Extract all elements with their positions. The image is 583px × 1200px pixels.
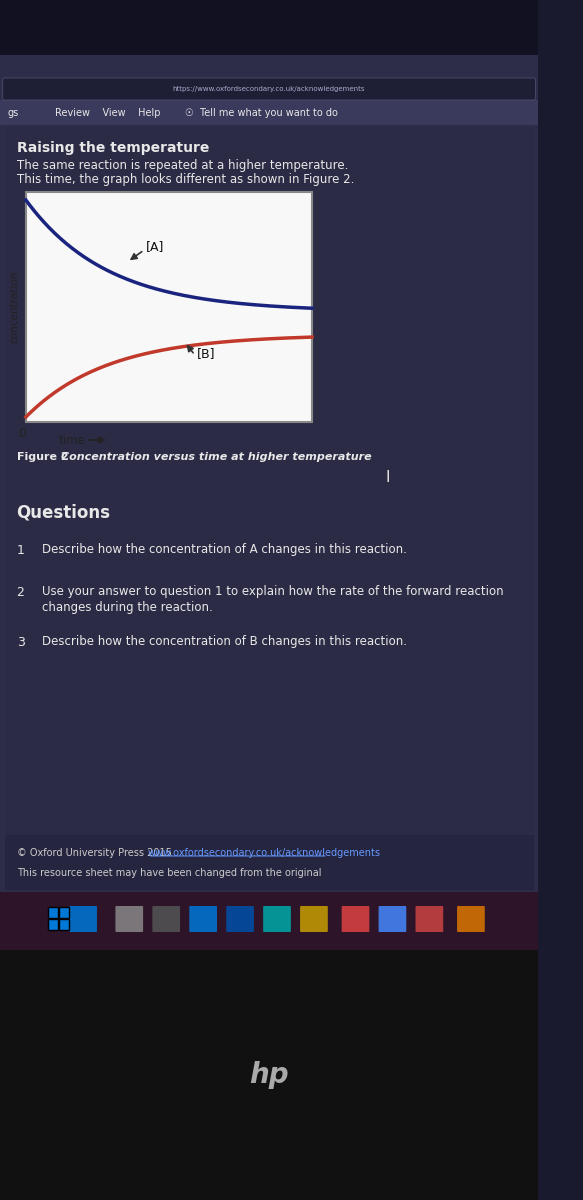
Text: 1: 1 [17,544,24,557]
FancyBboxPatch shape [342,906,370,932]
FancyBboxPatch shape [263,906,291,932]
Text: The same reaction is repeated at a higher temperature.: The same reaction is repeated at a highe… [17,158,348,172]
FancyBboxPatch shape [378,906,406,932]
FancyBboxPatch shape [26,192,312,422]
Text: Review    View    Help: Review View Help [55,108,161,118]
FancyBboxPatch shape [5,127,533,857]
FancyBboxPatch shape [3,78,536,100]
FancyBboxPatch shape [457,906,485,932]
FancyBboxPatch shape [48,907,58,918]
Text: 0: 0 [18,427,26,440]
Text: Concentration versus time at higher temperature: Concentration versus time at higher temp… [61,452,371,462]
FancyBboxPatch shape [48,919,58,930]
Text: changes during the reaction.: changes during the reaction. [41,601,212,614]
Text: Use your answer to question 1 to explain how the rate of the forward reaction: Use your answer to question 1 to explain… [41,586,503,599]
FancyBboxPatch shape [152,906,180,932]
Text: time: time [58,433,85,446]
Text: 2: 2 [17,586,24,599]
FancyBboxPatch shape [69,906,97,932]
Text: ☉  Tell me what you want to do: ☉ Tell me what you want to do [185,108,338,118]
Text: This resource sheet may have been changed from the original: This resource sheet may have been change… [17,868,321,878]
Text: concentration: concentration [10,271,20,343]
FancyBboxPatch shape [115,906,143,932]
Text: gs: gs [8,108,19,118]
FancyBboxPatch shape [416,906,443,932]
Text: Figure 2: Figure 2 [17,452,72,462]
FancyBboxPatch shape [300,906,328,932]
FancyBboxPatch shape [189,906,217,932]
Text: www.oxfordsecondary.co.uk/acknowledgements: www.oxfordsecondary.co.uk/acknowledgemen… [147,848,381,858]
FancyBboxPatch shape [226,906,254,932]
FancyBboxPatch shape [59,919,69,930]
Text: Describe how the concentration of B changes in this reaction.: Describe how the concentration of B chan… [41,636,406,648]
FancyBboxPatch shape [0,100,538,125]
FancyBboxPatch shape [59,907,69,918]
Text: © Oxford University Press 2015: © Oxford University Press 2015 [17,848,171,858]
Text: https://www.oxfordsecondary.co.uk/acknowledgements: https://www.oxfordsecondary.co.uk/acknow… [173,86,365,92]
Text: Describe how the concentration of A changes in this reaction.: Describe how the concentration of A chan… [41,544,406,557]
Text: 3: 3 [17,636,24,648]
FancyBboxPatch shape [0,892,538,950]
FancyBboxPatch shape [0,55,538,925]
Text: This time, the graph looks different as shown in Figure 2.: This time, the graph looks different as … [17,174,354,186]
Text: hp: hp [249,1061,289,1090]
Text: Questions: Questions [17,503,111,521]
Text: Raising the temperature: Raising the temperature [17,140,209,155]
FancyBboxPatch shape [5,835,533,890]
Text: [B]: [B] [196,348,215,360]
FancyBboxPatch shape [0,950,538,1200]
FancyBboxPatch shape [0,0,538,55]
Text: I: I [385,469,390,485]
Text: [A]: [A] [146,240,164,253]
